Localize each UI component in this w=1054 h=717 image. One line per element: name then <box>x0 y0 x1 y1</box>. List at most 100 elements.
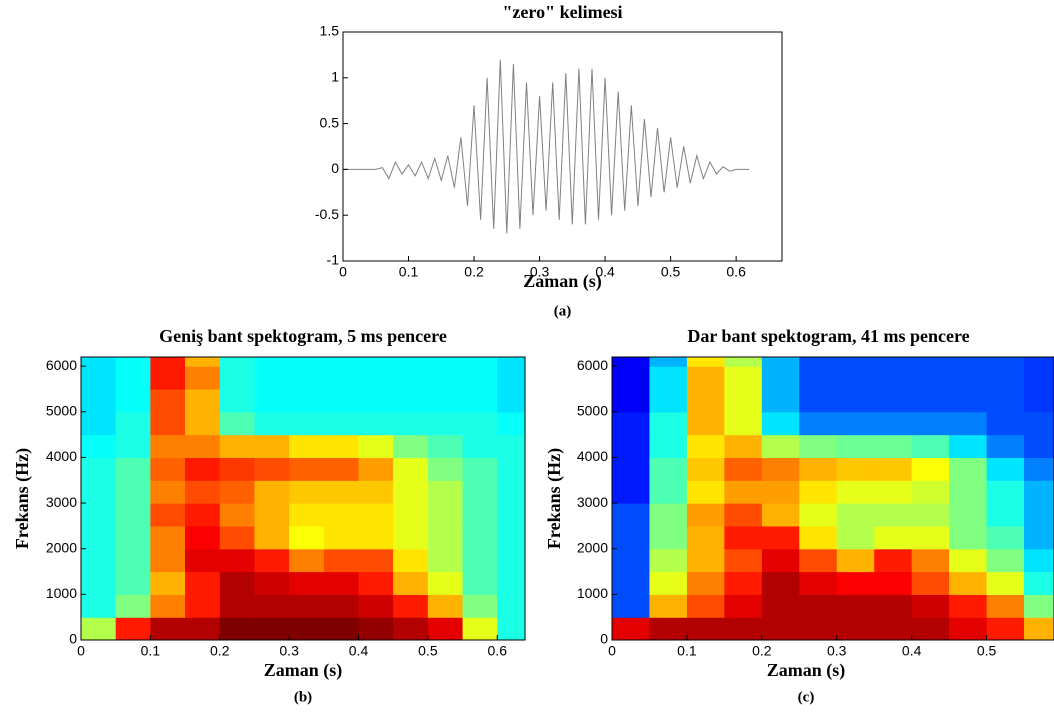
heatmap-cell <box>81 548 117 573</box>
heatmap-cell <box>219 594 256 618</box>
heatmap-cell <box>686 457 725 481</box>
heatmap-cell <box>724 571 763 595</box>
heatmap-cell <box>761 571 800 595</box>
y-tick-label: 5000 <box>577 402 608 418</box>
heatmap-cell <box>427 503 464 527</box>
heatmap-cell <box>115 503 151 527</box>
heatmap-cell <box>799 434 838 459</box>
heatmap-cell <box>761 357 800 367</box>
heatmap-cell <box>115 594 151 618</box>
heatmap-cell <box>219 457 256 481</box>
heatmap-cell <box>427 525 464 550</box>
heatmap-cell <box>649 525 688 550</box>
heatmap-cell <box>799 525 838 550</box>
heatmap-cell <box>836 594 875 618</box>
heatmap-cell <box>612 366 651 390</box>
axes-frame <box>80 356 526 641</box>
heatmap-cell <box>986 594 1025 618</box>
heatmap-cell <box>358 503 394 527</box>
heatmap-cell <box>836 388 875 413</box>
heatmap-cell <box>612 571 651 595</box>
heatmap-cell <box>911 617 950 640</box>
heatmap-cell <box>219 434 256 459</box>
y-tick-label: 0.5 <box>320 114 340 130</box>
x-tick-label: 0.5 <box>418 643 438 659</box>
heatmap-cell <box>323 388 360 413</box>
heatmap-cell <box>911 366 950 390</box>
heatmap-cell <box>724 525 763 550</box>
heatmap-cell <box>649 366 688 390</box>
heatmap-cell <box>874 525 913 550</box>
heatmap-cell <box>497 366 525 390</box>
heatmap-cell <box>1024 548 1054 573</box>
plot-area <box>612 357 1054 640</box>
heatmap-cell <box>219 366 256 390</box>
heatmap-cell <box>81 617 117 640</box>
heatmap-cell <box>185 357 221 367</box>
heatmap-cell <box>115 525 151 550</box>
heatmap-cell <box>150 434 186 459</box>
heatmap-cell <box>323 480 360 504</box>
heatmap-cell <box>150 366 186 390</box>
heatmap-cell <box>497 503 525 527</box>
heatmap-cell <box>686 571 725 595</box>
heatmap-cell <box>949 457 988 481</box>
heatmap-cell <box>986 388 1025 413</box>
heatmap-cell <box>289 571 325 595</box>
heatmap-cell <box>799 388 838 413</box>
heatmap-cell <box>986 571 1025 595</box>
heatmap-cell <box>427 457 464 481</box>
heatmap-cell <box>612 357 651 367</box>
heatmap-cell <box>219 357 256 367</box>
y-tick-label: 3000 <box>46 494 77 510</box>
heatmap-cell <box>949 571 988 595</box>
heatmap-cell <box>185 571 221 595</box>
x-tick-label: 0.3 <box>530 264 550 280</box>
y-tick-label: 0 <box>331 160 339 176</box>
heatmap-cell <box>836 548 875 573</box>
heatmap-cell <box>686 388 725 413</box>
heatmap-cell <box>150 617 186 640</box>
heatmap-cell <box>949 357 988 367</box>
axes-frame <box>611 356 1054 641</box>
heatmap-cell <box>358 434 394 459</box>
heatmap-cell <box>1024 525 1054 550</box>
heatmap-cell <box>81 594 117 618</box>
heatmap-cell <box>649 434 688 459</box>
heatmap-cell <box>949 480 988 504</box>
heatmap-cell <box>323 457 360 481</box>
heatmap-cell <box>799 411 838 436</box>
y-tick-label: 1000 <box>577 585 608 601</box>
heatmap-cell <box>219 571 256 595</box>
heatmap-cell <box>185 525 221 550</box>
heatmap-cell <box>686 617 725 640</box>
heatmap-cell <box>254 457 290 481</box>
heatmap-cell <box>185 548 221 573</box>
heatmap-cell <box>289 480 325 504</box>
heatmap-cell <box>497 480 525 504</box>
heatmap-cell <box>724 457 763 481</box>
heatmap-cell <box>289 617 325 640</box>
heatmap-cell <box>462 480 498 504</box>
heatmap-cell <box>115 548 151 573</box>
heatmap-cell <box>323 434 360 459</box>
heatmap-cell <box>761 434 800 459</box>
heatmap-cell <box>497 594 525 618</box>
heatmap-cell <box>427 617 464 640</box>
heatmap-cell <box>254 366 290 390</box>
heatmap-cell <box>393 457 429 481</box>
heatmap-cell <box>185 480 221 504</box>
heatmap-cell <box>649 357 688 367</box>
heatmap-cell <box>836 571 875 595</box>
heatmap-cell <box>799 366 838 390</box>
heatmap-cell <box>254 411 290 436</box>
heatmap-cell <box>497 548 525 573</box>
heatmap-cell <box>612 457 651 481</box>
heatmap-cell <box>115 357 151 367</box>
heatmap-cell <box>724 617 763 640</box>
heatmap-cell <box>254 548 290 573</box>
heatmap-cell <box>949 411 988 436</box>
heatmap-cell <box>462 594 498 618</box>
heatmap-cell <box>911 457 950 481</box>
